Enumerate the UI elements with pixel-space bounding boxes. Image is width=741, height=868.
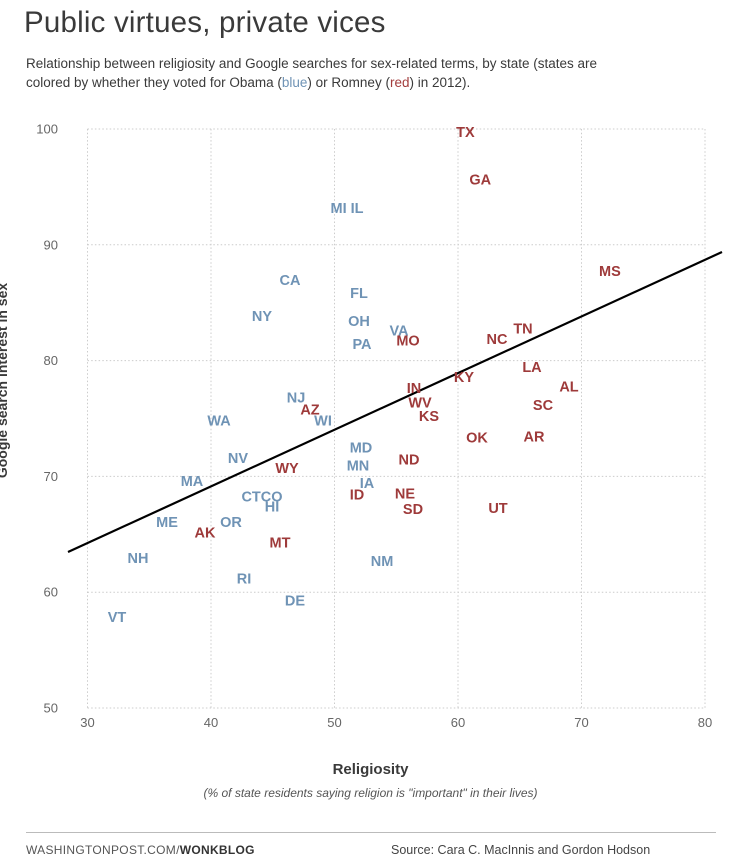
svg-text:RI: RI xyxy=(237,572,252,588)
svg-text:IA: IA xyxy=(360,476,375,492)
svg-text:MA: MA xyxy=(181,474,204,490)
svg-text:KS: KS xyxy=(419,409,439,425)
svg-text:AK: AK xyxy=(195,525,216,541)
svg-text:PA: PA xyxy=(352,337,372,353)
svg-text:NV: NV xyxy=(228,451,248,467)
svg-text:NH: NH xyxy=(128,551,149,567)
svg-text:OK: OK xyxy=(466,431,488,447)
svg-text:VT: VT xyxy=(108,610,127,626)
svg-text:40: 40 xyxy=(204,715,218,730)
svg-text:90: 90 xyxy=(44,237,58,252)
svg-text:SD: SD xyxy=(403,502,423,518)
svg-text:80: 80 xyxy=(44,353,58,368)
svg-text:GA: GA xyxy=(469,173,491,189)
svg-text:MS: MS xyxy=(599,264,621,280)
svg-text:CA: CA xyxy=(280,273,301,289)
svg-text:70: 70 xyxy=(44,469,58,484)
svg-text:OH: OH xyxy=(348,314,370,330)
svg-text:KY: KY xyxy=(454,370,474,386)
svg-text:SC: SC xyxy=(533,398,554,414)
svg-text:NM: NM xyxy=(371,554,394,570)
svg-text:UT: UT xyxy=(488,501,507,517)
svg-text:MT: MT xyxy=(270,536,291,552)
svg-text:50: 50 xyxy=(327,715,341,730)
svg-text:WY: WY xyxy=(275,461,299,477)
svg-text:TN: TN xyxy=(513,321,532,337)
svg-text:NY: NY xyxy=(252,309,272,325)
svg-text:WI: WI xyxy=(314,414,332,430)
svg-text:60: 60 xyxy=(451,715,465,730)
svg-text:MD: MD xyxy=(350,441,373,457)
svg-text:AL: AL xyxy=(559,379,578,395)
svg-text:ND: ND xyxy=(399,453,420,469)
svg-text:80: 80 xyxy=(698,715,712,730)
svg-text:100: 100 xyxy=(36,122,58,137)
svg-text:ME: ME xyxy=(156,515,178,531)
svg-text:30: 30 xyxy=(80,715,94,730)
svg-text:OR: OR xyxy=(220,515,242,531)
svg-text:MN: MN xyxy=(347,458,370,474)
svg-text:AR: AR xyxy=(524,429,545,445)
svg-text:DE: DE xyxy=(285,594,305,610)
svg-text:LA: LA xyxy=(522,360,542,376)
svg-text:WA: WA xyxy=(207,414,231,430)
svg-text:50: 50 xyxy=(44,701,58,716)
svg-text:FL: FL xyxy=(350,286,368,302)
svg-text:70: 70 xyxy=(574,715,588,730)
svg-text:MO: MO xyxy=(396,333,419,349)
svg-text:NC: NC xyxy=(487,332,508,348)
svg-text:TX: TX xyxy=(456,125,475,141)
svg-text:MI IL: MI IL xyxy=(330,201,363,217)
svg-text:NE: NE xyxy=(395,487,415,503)
svg-text:60: 60 xyxy=(44,585,58,600)
svg-text:HI: HI xyxy=(265,500,280,516)
